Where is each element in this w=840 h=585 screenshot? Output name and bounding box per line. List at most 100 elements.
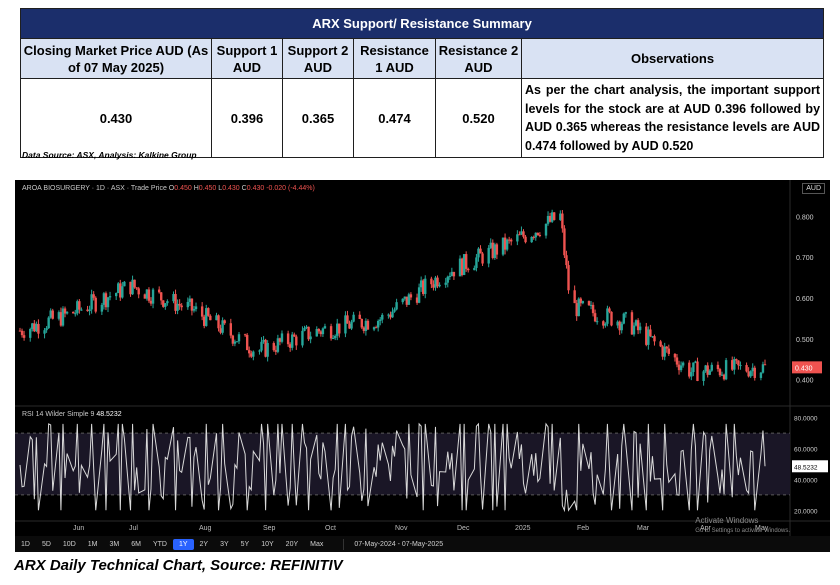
candle-body xyxy=(379,319,382,321)
range-button-6m[interactable]: 6M xyxy=(131,540,141,548)
range-button-max[interactable]: Max xyxy=(310,540,324,548)
candle-body xyxy=(438,284,441,287)
candle-body xyxy=(364,320,368,331)
candle-body xyxy=(315,328,318,337)
range-button-10y[interactable]: 10Y xyxy=(261,540,274,548)
range-button-3y[interactable]: 3Y xyxy=(220,540,229,548)
candle-body xyxy=(321,328,325,335)
candle-body xyxy=(178,303,181,306)
candle-body xyxy=(215,315,218,321)
candle-body xyxy=(160,292,163,301)
candle-body xyxy=(176,303,179,311)
candle-body xyxy=(552,212,556,220)
candle-body xyxy=(690,372,693,377)
candle-body xyxy=(280,333,284,342)
candle-body xyxy=(260,341,263,351)
candle-body xyxy=(231,335,235,344)
candle-body xyxy=(702,371,705,381)
candle-body xyxy=(458,258,462,277)
candle-body xyxy=(477,248,480,258)
candle-body xyxy=(233,341,237,344)
candle-body xyxy=(510,239,513,242)
candle-body xyxy=(751,367,754,372)
rsi-label: RSI 14 Wilder Simple 9 xyxy=(22,411,95,418)
candle-body xyxy=(80,309,83,311)
candle-body xyxy=(432,284,435,288)
chart-canvas[interactable]: 0.800 0.700 0.600 0.500 0.400 0.430 80.0000 60.… xyxy=(15,180,830,552)
candle-body xyxy=(405,296,409,305)
candle-body xyxy=(460,258,464,276)
technical-chart[interactable]: 0.800 0.700 0.600 0.500 0.400 0.430 80.0000 60.… xyxy=(15,180,830,552)
candle-body xyxy=(121,286,124,298)
candle-body xyxy=(47,317,50,329)
candle-body xyxy=(704,365,707,372)
range-button-ytd[interactable]: YTD xyxy=(152,540,167,548)
candle-body xyxy=(731,360,734,370)
candle-body xyxy=(661,346,664,357)
support-1-value: 0.396 xyxy=(211,78,283,158)
candle-body xyxy=(739,365,742,367)
candle-body xyxy=(180,305,183,308)
candle-body xyxy=(243,334,247,336)
range-button-3m[interactable]: 3M xyxy=(109,540,120,548)
candle-body xyxy=(20,330,24,336)
candle-body xyxy=(151,289,155,304)
candle-body xyxy=(207,308,210,316)
observation-text: As per the chart analysis, the important… xyxy=(520,78,825,158)
candle-body xyxy=(761,364,765,373)
candle-body xyxy=(473,267,476,271)
range-button-5y[interactable]: 5Y xyxy=(240,540,250,548)
closing-price-value: 0.430 xyxy=(20,78,212,158)
candle-body xyxy=(358,314,361,320)
candle-body xyxy=(276,338,280,352)
candle-body xyxy=(391,311,394,318)
candle-body xyxy=(532,236,535,238)
ohlc-legend: AROA BIOSURGERY · 1D · ASX · Trade Price… xyxy=(22,185,315,192)
high-label: H xyxy=(193,185,199,192)
candle-body xyxy=(252,351,255,357)
price-tick-label: 0.500 xyxy=(796,337,814,344)
candle-body xyxy=(434,277,437,288)
candle-body xyxy=(401,298,404,303)
candle-body xyxy=(516,234,519,242)
range-button-5d[interactable]: 5D xyxy=(41,540,51,548)
candle-body xyxy=(745,365,748,372)
candle-body xyxy=(288,344,292,348)
candle-body xyxy=(667,348,671,354)
candle-body xyxy=(735,359,738,361)
candle-body xyxy=(250,353,253,357)
date-range[interactable]: 07-May-2024 - 07-May-2025 xyxy=(343,538,449,550)
rsi-value-tag-label: 48.5232 xyxy=(794,464,818,471)
range-button-2y[interactable]: 2Y xyxy=(199,540,209,548)
candle-body xyxy=(587,301,591,306)
candle-body xyxy=(186,301,190,308)
candle-body xyxy=(305,326,308,328)
candle-body xyxy=(559,213,562,220)
candle-body xyxy=(534,232,537,238)
range-button-1d[interactable]: 1D xyxy=(21,540,30,548)
candle-body xyxy=(495,244,499,255)
data-source-note: Data Source: ASX, Analysis: Kalkine Grou… xyxy=(22,150,197,160)
rsi-tick-label: 80.0000 xyxy=(794,416,818,423)
candle-body xyxy=(681,362,685,366)
watermark-sub: Go to Settings to activate Windows. xyxy=(695,528,790,534)
range-button-1y[interactable]: 1Y xyxy=(172,538,194,550)
low-label: L xyxy=(218,185,223,192)
range-button-1m[interactable]: 1M xyxy=(87,540,98,548)
range-button-10d[interactable]: 10D xyxy=(62,540,76,548)
time-axis-label: Nov xyxy=(395,525,408,532)
candle-body xyxy=(677,364,681,371)
header-support-1: Support 1 AUD xyxy=(211,38,283,79)
candle-body xyxy=(407,294,411,305)
candle-body xyxy=(505,239,509,250)
candle-body xyxy=(620,323,623,331)
candle-body xyxy=(673,353,677,358)
candle-body xyxy=(548,215,552,222)
candle-body xyxy=(724,360,728,380)
price-tick-label: 0.700 xyxy=(796,255,814,262)
range-button-20y[interactable]: 20Y xyxy=(285,540,299,548)
candle-body xyxy=(507,239,511,241)
candle-body xyxy=(117,283,120,294)
currency-selector[interactable]: AUD xyxy=(802,183,825,194)
candle-body xyxy=(76,301,79,314)
